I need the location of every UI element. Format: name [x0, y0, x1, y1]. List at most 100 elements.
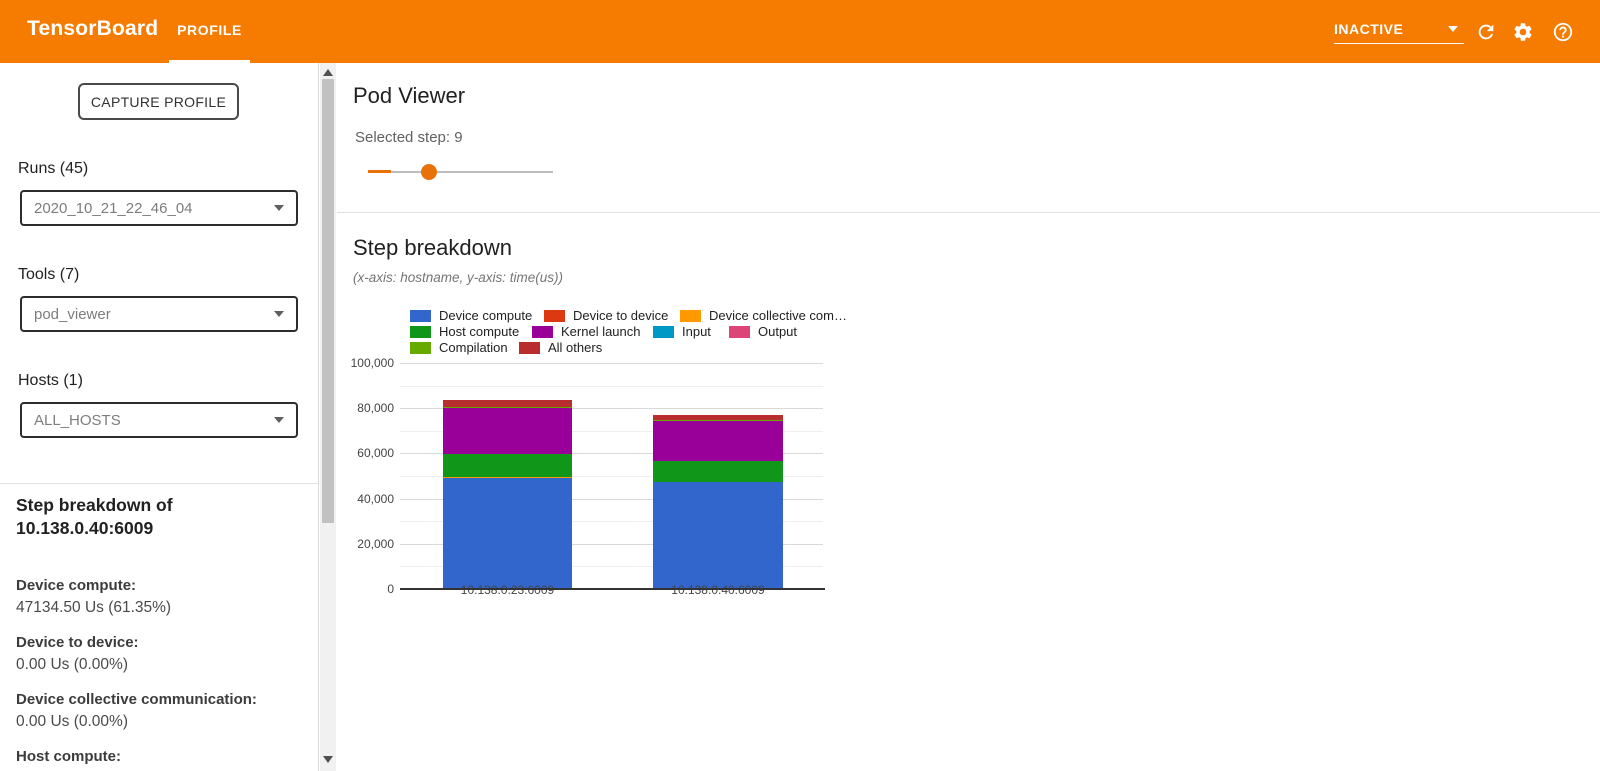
status-dropdown-value: INACTIVE [1334, 20, 1404, 37]
legend-swatch [410, 325, 431, 338]
legend-swatch [410, 341, 431, 354]
scroll-up-icon[interactable] [323, 69, 333, 76]
gridline [400, 498, 823, 500]
section-title: Step breakdown [353, 235, 512, 260]
stat-value: 0.00 Us (0.00%) [16, 713, 128, 730]
legend-label: Output [758, 324, 798, 339]
slider-thumb[interactable] [421, 164, 437, 180]
bar-segment[interactable] [653, 481, 783, 483]
gridline [400, 408, 823, 410]
legend-label: Host compute [439, 324, 520, 339]
runs-select-value: 2020_10_21_22_46_04 [34, 199, 193, 217]
gridline [400, 543, 823, 545]
section-divider [337, 212, 1600, 213]
legend-label: Kernel launch [561, 324, 641, 339]
x-axis-tick-label: 10.138.0.40:6009 [671, 583, 765, 597]
selected-step-label: Selected step: 9 [355, 129, 463, 146]
bar-segment[interactable] [443, 453, 572, 478]
tools-select-value: pod_viewer [34, 305, 111, 323]
legend-item: Input [653, 324, 711, 339]
hosts-label: Hosts (1) [18, 372, 83, 389]
legend-label: Device compute [439, 308, 533, 323]
app-toolbar: TensorBoard PROFILE INACTIVE [0, 0, 1600, 63]
bar-segment[interactable] [443, 407, 572, 454]
gridline [400, 430, 823, 432]
hosts-select[interactable]: ALL_HOSTS [20, 402, 298, 438]
legend-swatch [653, 325, 674, 338]
slider-track[interactable] [368, 171, 553, 173]
reload-icon[interactable] [1475, 21, 1497, 43]
step-slider[interactable] [368, 163, 553, 181]
legend-swatch [410, 309, 431, 322]
stat-value: 47134.50 Us (61.35%) [16, 599, 172, 616]
legend-label: All others [548, 340, 603, 355]
bar-segment[interactable] [653, 482, 783, 589]
x-axis-tick-label: 10.138.0.23:6009 [460, 583, 555, 597]
status-dropdown[interactable]: INACTIVE [1334, 14, 1464, 44]
scroll-down-icon[interactable] [323, 756, 333, 763]
bar-segment[interactable] [653, 421, 783, 461]
legend-label: Compilation [439, 340, 508, 355]
stat-label: Device to device: [16, 634, 139, 651]
legend-item: Compilation [410, 340, 508, 355]
legend-label: Input [682, 324, 711, 339]
stat-value: 0.00 Us (0.00%) [16, 656, 128, 673]
legend-item: Device collective com… [680, 308, 847, 323]
bar-segment[interactable] [653, 460, 783, 482]
gridline [400, 385, 823, 387]
scrollbar-thumb[interactable] [322, 79, 334, 523]
bar-segment[interactable] [443, 477, 572, 589]
legend-swatch [532, 325, 553, 338]
legend-item: Device to device [544, 308, 669, 323]
bar-segment[interactable] [653, 415, 783, 421]
sidebar-scrollbar[interactable] [320, 63, 336, 771]
x-axis-line [400, 588, 825, 590]
bar-segment[interactable] [653, 420, 783, 421]
help-icon[interactable] [1552, 21, 1574, 43]
legend-item: Device compute [410, 308, 533, 323]
gridline [400, 566, 823, 568]
y-axis-tick-label: 60,000 [357, 446, 394, 461]
runs-select[interactable]: 2020_10_21_22_46_04 [20, 190, 298, 226]
legend-swatch [729, 325, 750, 338]
page-title: Pod Viewer [353, 83, 466, 108]
chevron-down-icon [274, 311, 284, 317]
legend-item: Host compute [410, 324, 520, 339]
legend-swatch [544, 309, 565, 322]
tools-label: Tools (7) [18, 266, 80, 283]
stat-label: Host compute: [16, 748, 121, 765]
gear-icon[interactable] [1512, 21, 1534, 43]
chevron-down-icon [274, 417, 284, 423]
y-axis-tick-label: 0 [387, 582, 394, 596]
slider-active-track [368, 170, 391, 173]
bar-segment[interactable] [443, 476, 572, 478]
chevron-down-icon [274, 205, 284, 211]
sidebar: CAPTURE PROFILE Runs (45) 2020_10_21_22_… [0, 63, 319, 771]
chevron-down-icon [1448, 25, 1458, 32]
tab-profile-label: PROFILE [177, 22, 242, 38]
legend-label: Device to device [573, 308, 669, 323]
bar-segment[interactable] [443, 406, 572, 408]
gridline [400, 453, 823, 455]
legend-swatch [680, 309, 701, 322]
section-subtitle: (x-axis: hostname, y-axis: time(us)) [353, 270, 564, 285]
tab-profile[interactable]: PROFILE [169, 0, 250, 63]
main-content: Pod Viewer Selected step: 9 Step breakdo… [337, 63, 1600, 771]
stat-label: Device collective communication: [16, 691, 257, 708]
y-axis-tick-label: 20,000 [357, 536, 394, 551]
tools-select[interactable]: pod_viewer [20, 296, 298, 332]
legend-label: Device collective com… [709, 308, 847, 323]
breakdown-title: Step breakdown of 10.138.0.40:6009 [16, 495, 173, 538]
capture-profile-button[interactable]: CAPTURE PROFILE [78, 83, 239, 120]
legend-swatch [519, 341, 540, 354]
gridline [400, 521, 823, 523]
sidebar-divider [0, 483, 319, 484]
y-axis-tick-label: 80,000 [357, 401, 394, 416]
legend-item: Kernel launch [532, 324, 641, 339]
gridline [400, 476, 823, 477]
gridline [400, 363, 823, 364]
hosts-select-value: ALL_HOSTS [34, 411, 121, 429]
bar-segment[interactable] [443, 400, 572, 407]
y-axis-tick-label: 100,000 [350, 356, 394, 370]
legend-item: All others [519, 340, 603, 355]
